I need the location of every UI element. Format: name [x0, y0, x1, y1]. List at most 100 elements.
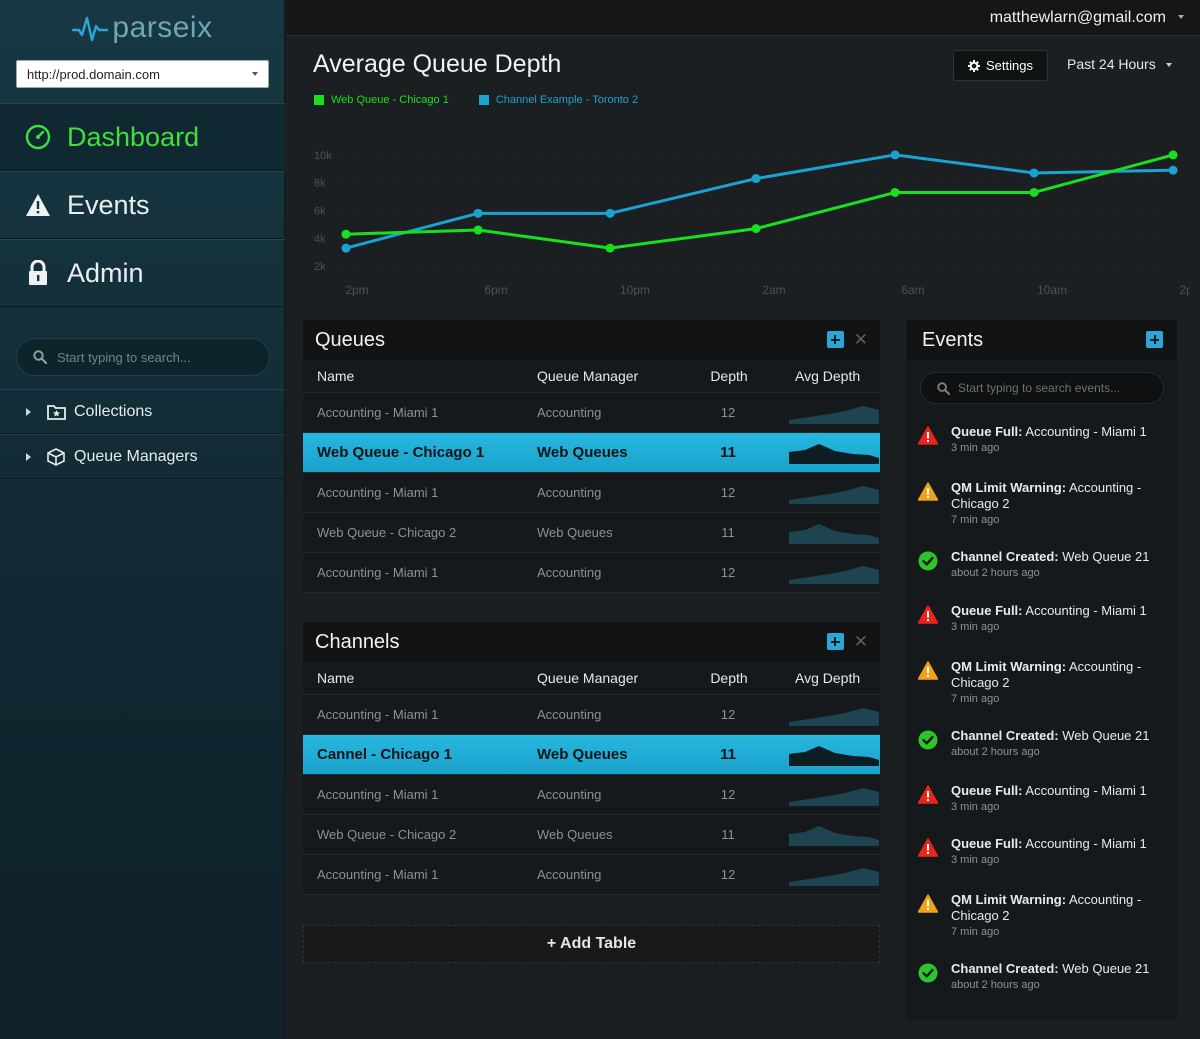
channels-panel: Channels ✕ Name Queue Manager Depth Avg … — [303, 622, 880, 895]
column-header-queue-manager[interactable]: Queue Manager — [537, 670, 639, 686]
data-point[interactable] — [473, 208, 483, 218]
y-tick-label: 2k — [314, 261, 326, 273]
tree-item-queue-managers[interactable]: Queue Managers — [0, 434, 285, 479]
series-line — [345, 153, 1174, 250]
data-point[interactable] — [751, 174, 761, 184]
check-circle-icon — [918, 730, 938, 750]
chevron-down-icon — [252, 72, 258, 76]
data-point[interactable] — [341, 229, 351, 239]
channels-table-body: Accounting - Miami 1 Accounting 12 Cannel -… — [303, 695, 880, 895]
data-point[interactable] — [890, 150, 900, 160]
cell-depth: 11 — [721, 525, 735, 540]
event-text: Channel Created: Web Queue 21 about 2 hou… — [951, 728, 1166, 760]
chevron-down-icon[interactable] — [1178, 15, 1184, 19]
column-header-avg-depth[interactable]: Avg Depth — [795, 368, 861, 384]
data-point[interactable] — [890, 187, 900, 197]
cell-name: Web Queue - Chicago 2 — [317, 827, 457, 842]
data-point[interactable] — [1029, 187, 1039, 197]
event-text: Queue Full: Accounting - Miami 1 3 min ag… — [951, 603, 1166, 635]
data-point[interactable] — [1168, 165, 1178, 175]
expand-arrow-icon[interactable] — [26, 452, 31, 461]
sidebar: parseix http://prod.domain.com Dashboard… — [0, 0, 285, 1039]
settings-button[interactable]: Settings — [953, 50, 1048, 81]
nav-admin-label: Admin — [67, 257, 144, 288]
cell-depth: 12 — [720, 707, 736, 722]
event-subject: Accounting - Miami 1 — [1025, 836, 1147, 851]
nav-events-label: Events — [67, 189, 150, 220]
table-row[interactable]: Accounting - Miami 1 Accounting 12 — [303, 695, 880, 735]
nav-admin[interactable]: Admin — [0, 239, 285, 307]
data-point[interactable] — [1168, 150, 1178, 160]
legend-label: Web Queue - Chicago 1 — [331, 94, 449, 106]
queues-table-header: Name Queue Manager Depth Avg Depth — [303, 360, 880, 393]
data-point[interactable] — [1029, 168, 1039, 178]
table-row[interactable]: Web Queue - Chicago 2 Web Queues 11 — [303, 815, 880, 855]
event-time: 7 min ago — [951, 926, 1000, 938]
event-time: 7 min ago — [951, 693, 1000, 705]
legend-item-channel-example[interactable]: Channel Example - Toronto 2 — [478, 94, 638, 106]
data-point[interactable] — [605, 208, 615, 218]
column-header-depth[interactable]: Depth — [710, 368, 748, 384]
logo[interactable]: parseix — [0, 0, 285, 55]
cell-name: Accounting - Miami 1 — [317, 707, 439, 722]
cell-name: Accounting - Miami 1 — [317, 867, 439, 882]
lock-icon — [24, 259, 52, 287]
add-event-button[interactable] — [1146, 331, 1163, 348]
data-point[interactable] — [341, 243, 351, 253]
cell-name: Web Queue - Chicago 1 — [317, 444, 485, 461]
data-point[interactable] — [473, 225, 483, 235]
nav-events[interactable]: Events — [0, 171, 285, 239]
add-channel-button[interactable] — [826, 633, 844, 650]
tree-item-collections[interactable]: Collections — [0, 389, 285, 434]
chevron-down-icon[interactable] — [1166, 63, 1172, 67]
events-search-input[interactable]: Start typing to search events... — [920, 372, 1164, 404]
data-point[interactable] — [751, 224, 761, 234]
table-row[interactable]: Web Queue - Chicago 2 Web Queues 11 — [303, 513, 880, 553]
table-row[interactable]: Accounting - Miami 1 Accounting 12 — [303, 393, 880, 433]
nav-dashboard[interactable]: Dashboard — [0, 103, 285, 171]
series-line — [345, 153, 1174, 250]
environment-select[interactable]: http://prod.domain.com — [16, 60, 269, 88]
table-row[interactable]: Web Queue - Chicago 1 Web Queues 11 — [303, 433, 880, 473]
column-header-depth[interactable]: Depth — [710, 670, 748, 686]
table-row[interactable]: Accounting - Miami 1 Accounting 12 — [303, 775, 880, 815]
cell-depth: 11 — [720, 746, 736, 763]
add-table-button[interactable]: + Add Table — [303, 925, 880, 963]
data-point[interactable] — [605, 243, 615, 253]
column-header-avg-depth[interactable]: Avg Depth — [795, 670, 861, 686]
x-tick-label: 2pm — [345, 283, 368, 297]
sparkline-chart — [789, 402, 879, 427]
pulse-logo-icon — [72, 16, 109, 41]
column-header-name[interactable]: Name — [317, 368, 355, 384]
expand-arrow-icon[interactable] — [26, 407, 31, 416]
table-row[interactable]: Accounting - Miami 1 Accounting 12 — [303, 473, 880, 513]
legend-item-web-queue[interactable]: Web Queue - Chicago 1 — [314, 94, 449, 106]
event-kind: QM Limit Warning: — [951, 659, 1067, 674]
close-icon[interactable]: ✕ — [853, 632, 868, 651]
channels-title: Channels — [315, 630, 400, 653]
check-circle-icon — [918, 551, 938, 571]
logo-text: parseix — [112, 10, 213, 44]
event-text: QM Limit Warning: Accounting - Chicago 2… — [951, 659, 1166, 707]
table-row[interactable]: Cannel - Chicago 1 Web Queues 11 — [303, 735, 880, 775]
column-header-queue-manager[interactable]: Queue Manager — [537, 368, 639, 384]
close-icon[interactable]: ✕ — [853, 330, 868, 349]
column-header-name[interactable]: Name — [317, 670, 355, 686]
add-queue-button[interactable] — [826, 331, 844, 348]
cell-name: Web Queue - Chicago 2 — [317, 525, 457, 540]
sidebar-search-input[interactable]: Start typing to search... — [16, 338, 270, 376]
table-row[interactable]: Accounting - Miami 1 Accounting 12 — [303, 553, 880, 593]
cell-name: Accounting - Miami 1 — [317, 485, 439, 500]
search-icon — [937, 381, 950, 395]
user-menu[interactable]: matthewlarn@gmail.com — [989, 9, 1166, 26]
time-range-select[interactable]: Past 24 Hours — [1067, 56, 1156, 72]
speedometer-icon — [24, 123, 52, 151]
event-time: about 2 hours ago — [951, 567, 1040, 579]
events-header: Events — [906, 320, 1177, 360]
cell-queue-manager: Web Queues — [537, 525, 613, 540]
table-row[interactable]: Accounting - Miami 1 Accounting 12 — [303, 855, 880, 895]
event-kind: Channel Created: — [951, 728, 1059, 743]
event-time: about 2 hours ago — [951, 979, 1040, 991]
y-tick-label: 8k — [314, 178, 326, 190]
event-subject: Web Queue 21 — [1062, 961, 1150, 976]
